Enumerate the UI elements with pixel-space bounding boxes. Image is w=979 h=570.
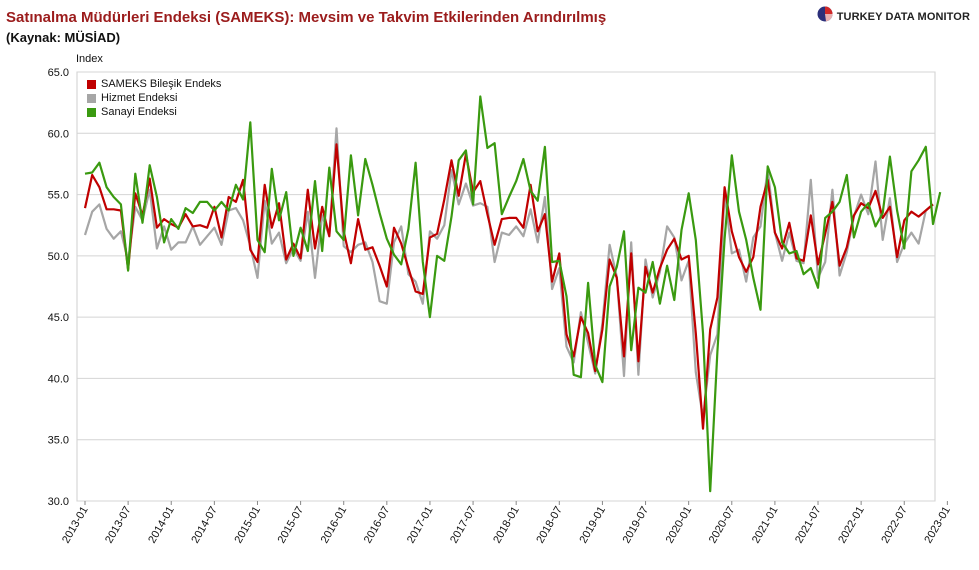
- x-tick-label: 2017-01: [405, 505, 436, 546]
- legend-item: Hizmet Endeksi: [87, 91, 221, 105]
- legend-label: SAMEKS Bileşik Endeks: [101, 78, 222, 90]
- grid-lines: [76, 71, 936, 502]
- y-tick-label: 65.0: [48, 67, 69, 79]
- x-axis: 2013-01 2013-07 2014-01 2014-07 2015-01 2015-…: [60, 501, 953, 545]
- chart-title: Satınalma Müdürleri Endeksi (SAMEKS): Me…: [6, 9, 607, 26]
- x-tick-label: 2015-07: [276, 505, 307, 546]
- x-tick-label: 2017-07: [448, 505, 479, 546]
- x-tick-label: 2016-07: [362, 505, 393, 546]
- legend-item: SAMEKS Bileşik Endeks: [87, 77, 221, 91]
- series-line-1: [83, 127, 934, 419]
- y-axis: 30.0 35.0 40.0 45.0 50.0 55.0 60.0 65.0: [48, 67, 69, 508]
- pie-logo-icon: [817, 6, 833, 27]
- x-tick-label: 2023-01: [922, 505, 953, 546]
- x-tick-label: 2020-07: [707, 505, 738, 546]
- x-tick-label: 2022-07: [879, 505, 910, 546]
- legend-swatch: [87, 79, 96, 89]
- y-tick-label: 30.0: [48, 496, 69, 508]
- x-tick-label: 2022-01: [836, 505, 867, 546]
- x-tick-label: 2021-07: [793, 505, 824, 546]
- y-tick-label: 50.0: [48, 251, 69, 263]
- x-tick-label: 2021-01: [750, 505, 781, 546]
- x-tick-label: 2018-07: [534, 505, 565, 546]
- x-tick-label: 2013-07: [103, 505, 134, 546]
- brand-name: TURKEY DATA MONITOR: [836, 10, 970, 23]
- x-tick-label: 2014-01: [146, 505, 177, 546]
- legend-label: Hizmet Endeksi: [101, 92, 178, 104]
- x-tick-label: 2016-01: [319, 505, 350, 546]
- legend-swatch: [87, 93, 96, 103]
- legend-item: Sanayi Endeksi: [87, 105, 221, 119]
- legend-swatch: [87, 107, 96, 117]
- series-line-0: [83, 143, 934, 430]
- series-line-2: [84, 95, 942, 493]
- y-tick-label: 35.0: [48, 435, 69, 447]
- x-tick-label: 2018-01: [491, 505, 522, 546]
- series-lines: [83, 95, 942, 493]
- x-tick-label: 2013-01: [60, 505, 91, 546]
- x-tick-label: 2015-01: [232, 505, 263, 546]
- x-tick-label: 2014-07: [189, 505, 220, 546]
- x-tick-label: 2019-01: [577, 505, 608, 546]
- brand-logo: TURKEY DATA MONITOR: [817, 6, 970, 27]
- y-tick-label: 40.0: [48, 373, 69, 385]
- y-tick-label: 60.0: [48, 128, 69, 140]
- x-tick-label: 2019-07: [621, 505, 652, 546]
- plot-frame: [76, 71, 936, 502]
- y-axis-label: Index: [76, 53, 103, 65]
- y-tick-label: 45.0: [48, 312, 69, 324]
- legend: SAMEKS Bileşik Endeks Hizmet Endeksi Sanay…: [87, 77, 221, 119]
- y-tick-label: 55.0: [48, 190, 69, 202]
- legend-label: Sanayi Endeksi: [101, 106, 177, 118]
- chart-subtitle: (Kaynak: MÜSİAD): [6, 30, 121, 45]
- x-tick-label: 2020-01: [664, 505, 695, 546]
